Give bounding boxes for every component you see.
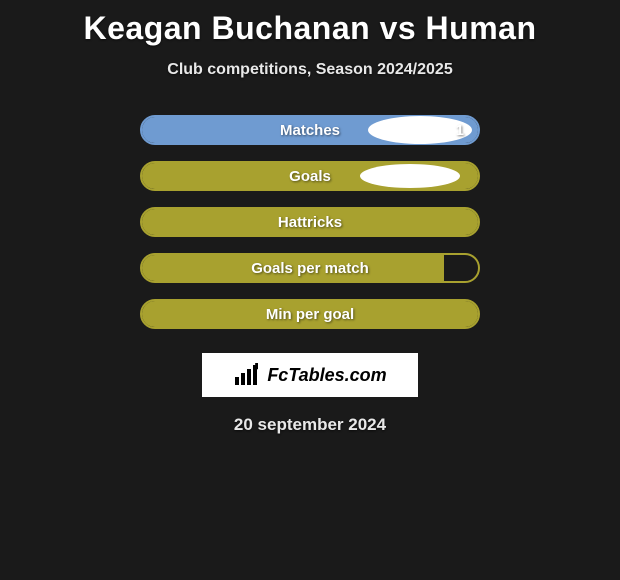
stat-label: Matches xyxy=(280,122,340,139)
bar-chart-icon xyxy=(233,363,261,387)
subtitle: Club competitions, Season 2024/2025 xyxy=(167,61,452,79)
stat-row: Min per goal xyxy=(140,291,480,337)
page-title: Keagan Buchanan vs Human xyxy=(84,10,537,47)
fctables-text: FcTables.com xyxy=(267,365,386,386)
stat-pill: Goals per match xyxy=(140,253,480,283)
stat-row: Goals per match xyxy=(140,245,480,291)
stat-label: Goals xyxy=(289,168,331,185)
stat-label: Goals per match xyxy=(251,260,369,277)
stat-label: Min per goal xyxy=(266,306,354,323)
stat-pill: Min per goal xyxy=(140,299,480,329)
stat-row: Hattricks xyxy=(140,199,480,245)
stat-pill: Hattricks xyxy=(140,207,480,237)
fctables-badge: FcTables.com xyxy=(202,353,418,397)
stat-value-right: 1 xyxy=(456,122,464,139)
date-text: 20 september 2024 xyxy=(234,415,386,435)
stat-label: Hattricks xyxy=(278,214,342,231)
stat-row: Matches 1 xyxy=(140,107,480,153)
player-right-ellipse xyxy=(360,164,460,188)
stat-row: Goals xyxy=(140,153,480,199)
